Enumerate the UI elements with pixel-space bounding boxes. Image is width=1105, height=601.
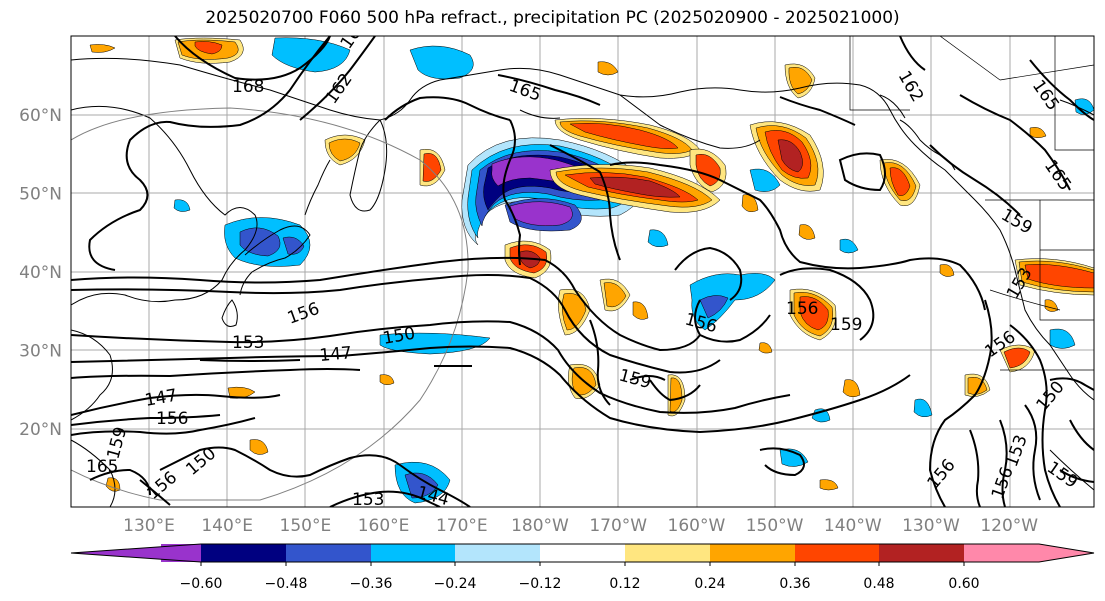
map-frame <box>70 35 1095 508</box>
colorbar-swatch <box>201 544 286 562</box>
colorbar-tick-label: 0.48 <box>863 576 894 592</box>
longitude-label: 140°E <box>201 516 253 536</box>
longitude-label: 170°W <box>589 516 647 536</box>
colorbar-tick-label: 0.12 <box>609 576 640 592</box>
longitude-label: 120°W <box>980 516 1038 536</box>
colorbar-swatch <box>625 544 710 562</box>
colorbar-tick-label: 0.36 <box>779 576 810 592</box>
longitude-label: 170°E <box>436 516 488 536</box>
colorbar-tick-label: −0.24 <box>434 576 477 592</box>
contour-label: 156 <box>786 299 818 319</box>
colorbar-tick-label: −0.60 <box>180 576 223 592</box>
longitude-label: 150°W <box>746 516 804 536</box>
longitude-labels: 130°E 140°E 150°E 160°E 170°E 180°W 170°W 160°W… <box>123 516 1038 536</box>
colorbar-swatch <box>540 544 625 562</box>
contour-label: 165 <box>86 457 118 477</box>
colorbar-tick-label: −0.36 <box>350 576 393 592</box>
longitude-label: 130°W <box>902 516 960 536</box>
latitude-label: 50°N <box>19 185 62 205</box>
contour-label: 156 <box>156 409 188 429</box>
latitude-label: 30°N <box>19 342 62 362</box>
longitude-label: 160°E <box>358 516 410 536</box>
colorbar-swatch <box>161 544 201 562</box>
latitude-label: 20°N <box>19 420 62 440</box>
contour-label: 147 <box>319 343 353 366</box>
colorbar-tick-label: 0.60 <box>948 576 979 592</box>
coastlines <box>71 57 1094 507</box>
colorbar-swatch <box>286 544 371 562</box>
colorbar-swatch <box>710 544 795 562</box>
longitude-label: 150°E <box>280 516 332 536</box>
colorbar-swatch <box>795 544 879 562</box>
contour-label: 159 <box>830 315 862 335</box>
colorbar-tick-label: −0.12 <box>519 576 562 592</box>
latitude-label: 60°N <box>19 106 62 126</box>
latitude-label: 40°N <box>19 263 62 283</box>
colorbar <box>70 543 1095 563</box>
colorbar-swatch <box>371 544 455 562</box>
colorbar-swatch <box>879 544 964 562</box>
colorbar-swatch <box>455 544 540 562</box>
map-title: 2025020700 F060 500 hPa refract., precip… <box>205 8 900 28</box>
contour-label: 153 <box>232 333 264 353</box>
refractivity-contours <box>71 36 1094 507</box>
longitude-label: 160°W <box>668 516 726 536</box>
longitude-label: 180°W <box>511 516 569 536</box>
colorbar-tick-label: 0.24 <box>694 576 725 592</box>
colorbar-extend-high <box>1039 544 1094 562</box>
colorbar-ticks: −0.60 −0.48 −0.36 −0.24 −0.12 0.12 0.24 0.36 0.4… <box>180 562 980 592</box>
graticule <box>71 36 1094 507</box>
contour-label: 168 <box>232 77 264 97</box>
longitude-label: 130°E <box>123 516 175 536</box>
region-circle <box>71 107 469 501</box>
colorbar-tick-label: −0.48 <box>265 576 308 592</box>
latitude-labels: 60°N 50°N 40°N 30°N 20°N <box>19 106 62 440</box>
longitude-label: 140°W <box>824 516 882 536</box>
colorbar-swatch <box>964 544 1039 562</box>
contour-label: 153 <box>352 490 384 510</box>
